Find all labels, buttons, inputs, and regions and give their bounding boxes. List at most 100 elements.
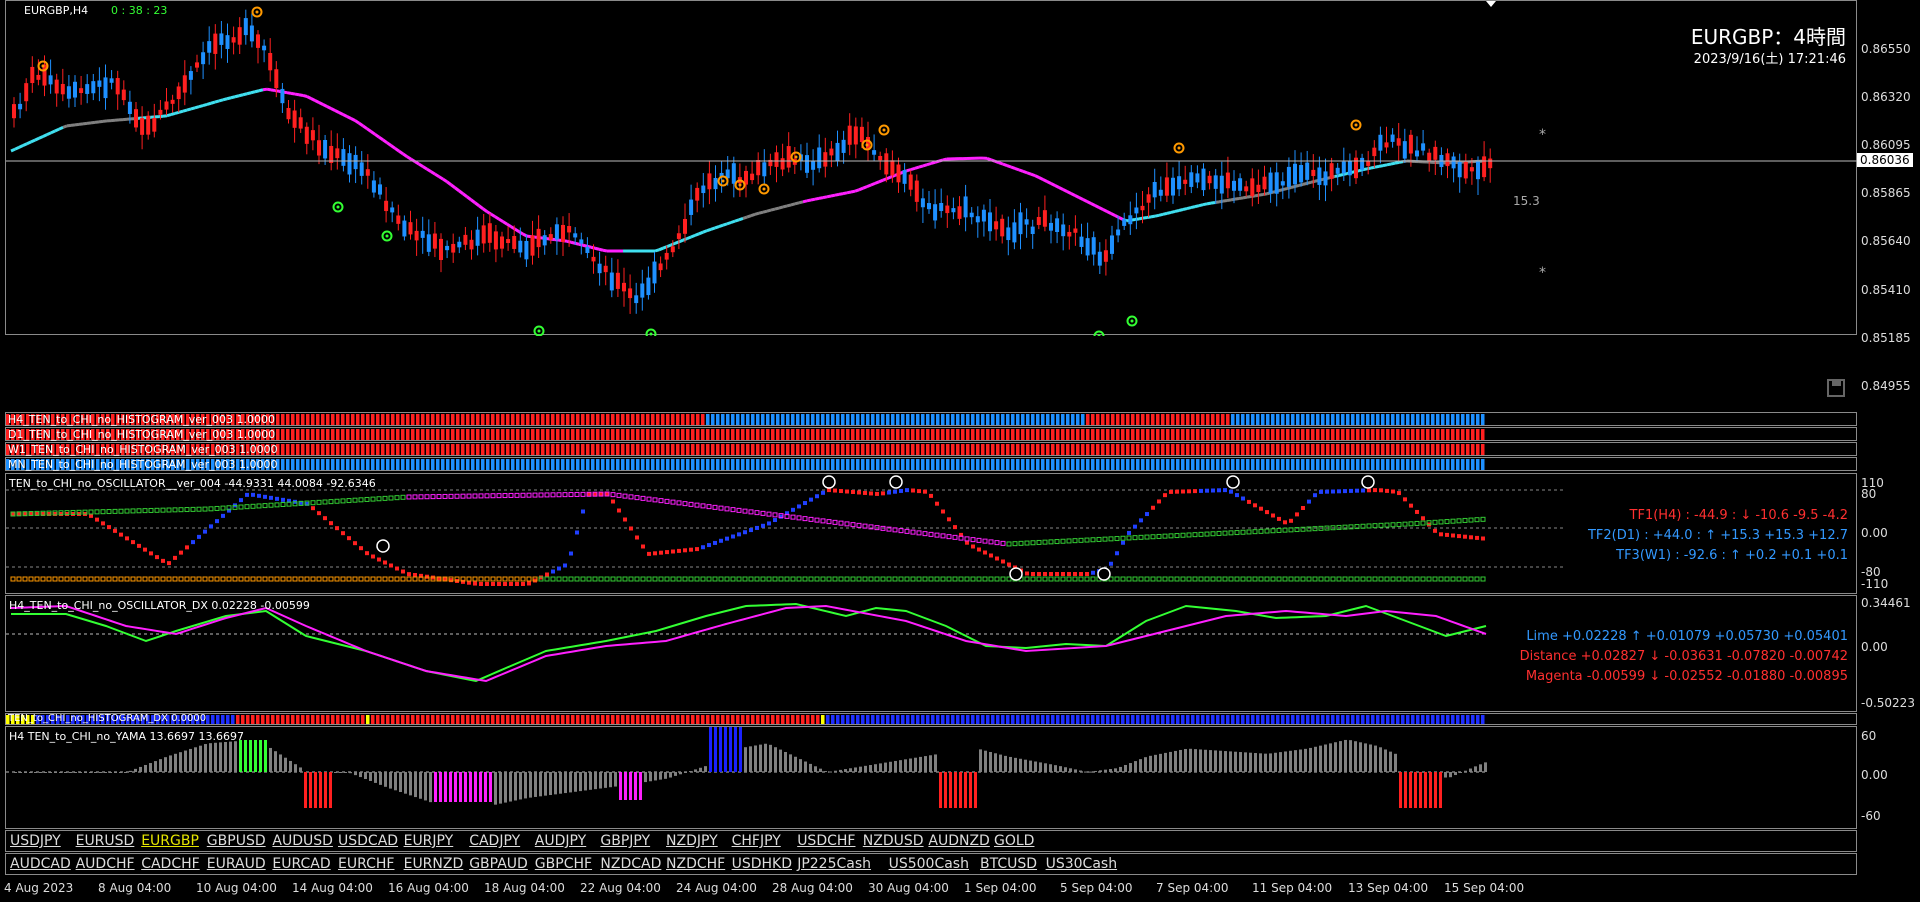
histogram-bar (81, 429, 85, 440)
ma-segment (1334, 174, 1340, 178)
symbol-link-eurgbp[interactable]: EURGBP (141, 833, 199, 849)
histogram-dx-bar (1451, 715, 1455, 724)
price-chart-pane[interactable]: * * EURGBP,H4 0 : 38 : 23 EURGBP：4時間 2023… (5, 0, 1858, 336)
symbol-link-nzdusd[interactable]: NZDUSD (862, 833, 924, 849)
symbol-link-eurusd[interactable]: EURUSD (75, 833, 135, 849)
ma-segment (78, 122, 84, 126)
histogram-bar (621, 429, 625, 440)
yama-bar (559, 772, 562, 794)
histogram-bar (741, 459, 745, 470)
ma-segment (1134, 217, 1140, 221)
oscillator-dot-w1 (1156, 576, 1162, 582)
histogram-bar (941, 459, 945, 470)
candle (1079, 236, 1084, 247)
histogram-bar (1031, 459, 1035, 470)
oscillator-dot-d1 (1306, 526, 1312, 532)
oscillator-dot-w1 (190, 576, 196, 582)
oscillator-dot-w1 (1090, 576, 1096, 582)
histogram-bar (1121, 429, 1125, 440)
oscillator-dot-d1 (40, 510, 46, 516)
oscillator-pane[interactable]: TEN_to_CHI_no_OSCILLATOR__ver_004 -44.93… (5, 473, 1857, 594)
oscillator-dot-w1 (1186, 576, 1192, 582)
symbol-link-nzdcad[interactable]: NZDCAD (600, 856, 662, 872)
histogram-bar (16, 444, 20, 455)
oscillator-dot-w1 (580, 576, 586, 582)
floppy-disk-icon[interactable] (1827, 379, 1845, 397)
histogram-bar (1211, 459, 1215, 470)
histogram-bar (431, 414, 435, 425)
symbol-link-cadchf[interactable]: CADCHF (141, 856, 200, 872)
yama-bar (319, 772, 322, 808)
symbol-link-euraud[interactable]: EURAUD (206, 856, 266, 872)
histogram-bar (731, 459, 735, 470)
oscillator-dot-w1 (670, 576, 676, 582)
histogram-bar (1331, 429, 1335, 440)
histogram-bar (811, 414, 815, 425)
ma-segment (26, 140, 32, 146)
ma-segment (290, 91, 296, 96)
symbol-link-gbpusd[interactable]: GBPUSD (206, 833, 266, 849)
symbol-link-gbpjpy[interactable]: GBPJPY (600, 833, 651, 849)
histogram-dx-bar (46, 715, 50, 724)
symbol-link-chfjpy[interactable]: CHFJPY (731, 833, 781, 849)
symbol-link-eurnzd[interactable]: EURNZD (403, 856, 464, 872)
symbol-link-us30cash[interactable]: US30Cash (1045, 856, 1118, 872)
symbol-link-usdcad[interactable]: USDCAD (338, 833, 399, 849)
histogram-bar (361, 414, 365, 425)
histogram-bar (696, 459, 700, 470)
yama-bar (539, 772, 542, 797)
symbol-link-audnzd[interactable]: AUDNZD (928, 833, 990, 849)
symbol-link-usdchf[interactable]: USDCHF (797, 833, 856, 849)
symbol-link-audcad[interactable]: AUDCAD (10, 856, 71, 872)
histogram-bar (1266, 414, 1270, 425)
symbol-link-jp225cash[interactable]: JP225Cash (797, 856, 872, 872)
oscillator-dot (1457, 534, 1461, 539)
symbol-link-nzdjpy[interactable]: NZDJPY (666, 833, 718, 849)
symbol-link-btcusd[interactable]: BTCUSD (980, 856, 1038, 872)
yama-bar (974, 772, 977, 808)
histogram-bar (11, 459, 15, 470)
oscillator-dot-w1 (748, 576, 754, 582)
symbol-link-gbpchf[interactable]: GBPCHF (534, 856, 593, 872)
symbol-link-usdhkd[interactable]: USDHKD (731, 856, 792, 872)
symbol-link-audjpy[interactable]: AUDJPY (534, 833, 587, 849)
symbol-link-nzdchf[interactable]: NZDCHF (666, 856, 726, 872)
symbol-link-eurchf[interactable]: EURCHF (338, 856, 395, 872)
candle (30, 66, 35, 84)
histogram-bar (541, 414, 545, 425)
histogram-dx-bar (361, 715, 365, 724)
symbol-link-gold[interactable]: GOLD (994, 833, 1035, 849)
yama-pane[interactable]: H4 TEN_to_CHI_no_YAMA 13.6697 13.6697 (5, 726, 1857, 829)
histogram-bar (1461, 429, 1465, 440)
histogram-bar (271, 414, 275, 425)
symbol-link-cadjpy[interactable]: CADJPY (469, 833, 521, 849)
oscillator-dx-pane[interactable]: H4_TEN_to_CHI_no_OSCILLATOR_DX 0.02228 -… (5, 595, 1857, 712)
symbol-link-eurcad[interactable]: EURCAD (272, 856, 331, 872)
oscillator-dot-w1 (436, 576, 442, 582)
oscillator-dot (1067, 572, 1071, 576)
symbol-link-us500cash[interactable]: US500Cash (888, 856, 969, 872)
histogram-bar (786, 414, 790, 425)
oscillator-dot-d1 (700, 503, 706, 509)
histogram-bar (1221, 459, 1225, 470)
ma-segment (166, 113, 172, 118)
oscillator-dot-d1 (184, 507, 190, 513)
candle (762, 162, 767, 177)
ma-segment (866, 183, 872, 188)
oscillator-dot (143, 547, 147, 552)
oscillator-dot (1289, 518, 1293, 523)
histogram-bar (971, 444, 975, 455)
time-axis-label: 5 Sep 04:00 (1060, 881, 1133, 895)
histogram-bar (446, 414, 450, 425)
yama-bar (964, 772, 967, 808)
ma-segment (498, 217, 504, 223)
candle (859, 126, 864, 143)
symbol-link-usdjpy[interactable]: USDJPY (10, 833, 61, 849)
oscillator-dot (1367, 488, 1371, 493)
symbol-link-eurjpy[interactable]: EURJPY (403, 833, 454, 849)
symbol-link-audchf[interactable]: AUDCHF (75, 856, 135, 872)
histogram-bar (181, 414, 185, 425)
oscillator-dot (1451, 533, 1455, 538)
symbol-link-gbpaud[interactable]: GBPAUD (469, 856, 528, 872)
symbol-link-audusd[interactable]: AUDUSD (272, 833, 333, 849)
